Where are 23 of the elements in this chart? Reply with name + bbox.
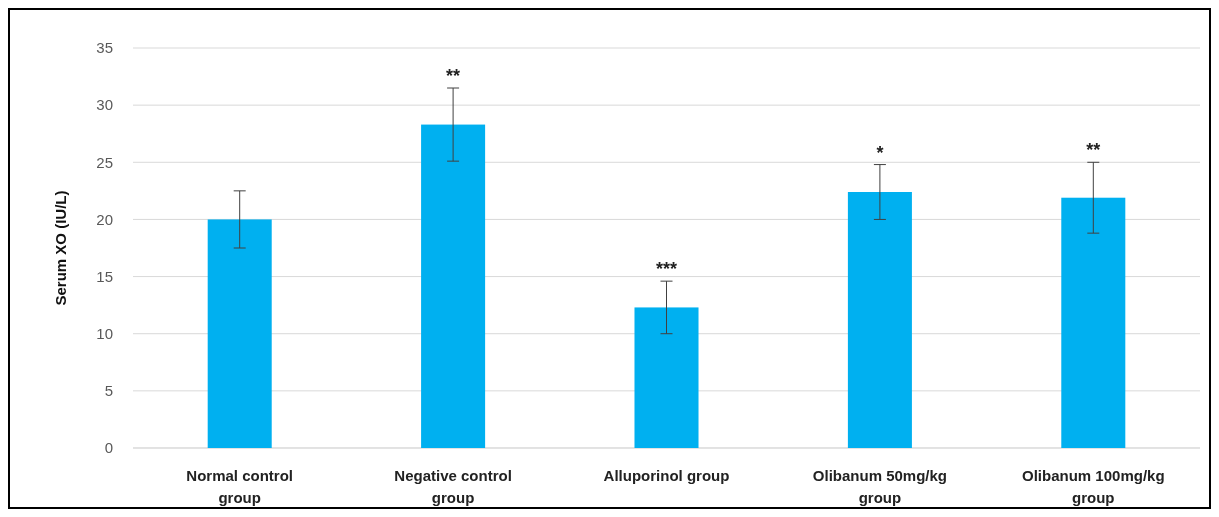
annotation: *** (655, 259, 678, 280)
y-tick-label: 25 (96, 153, 113, 171)
y-tick-label: 30 (96, 96, 113, 114)
x-tick-label: Negative control group (394, 467, 512, 506)
bar (207, 219, 272, 448)
y-tick-label: 35 (96, 39, 113, 57)
y-tick-label: 10 (96, 324, 113, 342)
bar (847, 192, 912, 448)
y-tick-label: 5 (104, 382, 113, 400)
x-tick-label: Olibanum 100mg/kg group (1022, 467, 1165, 506)
annotation: ** (446, 66, 461, 86)
annotation: * (876, 142, 884, 163)
y-tick-label: 20 (96, 210, 113, 228)
bar (421, 124, 486, 448)
x-tick-label: Normal control group (186, 467, 294, 506)
bar (634, 307, 699, 448)
x-tick-label: Olibanum 50mg/kg group (812, 467, 947, 506)
y-tick-label: 15 (96, 267, 113, 285)
bar (1061, 197, 1126, 448)
x-tick-label: Alluporinol group (603, 467, 730, 484)
y-tick-label: 0 (104, 439, 113, 457)
y-axis-title: Serum XO (IU/L) (52, 190, 69, 306)
annotation: ** (1086, 140, 1101, 161)
